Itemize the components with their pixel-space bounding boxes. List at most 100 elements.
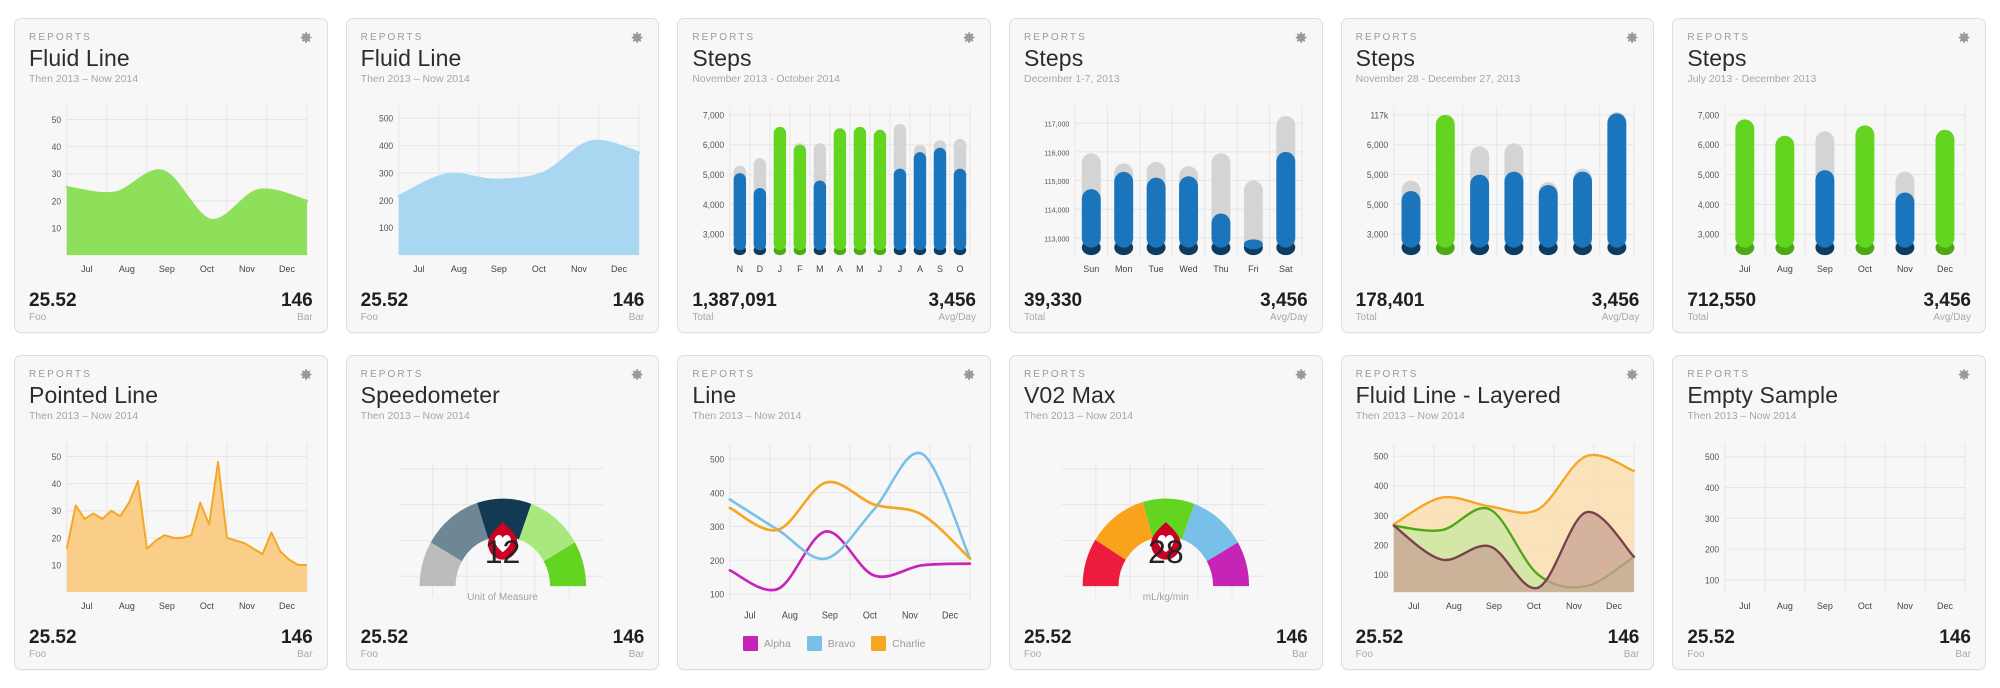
svg-text:400: 400 — [1705, 483, 1719, 493]
gear-icon[interactable] — [1624, 30, 1639, 45]
footer-label: Foo — [1355, 649, 1373, 660]
svg-text:300: 300 — [1705, 514, 1719, 524]
card-eyebrow: REPORTS — [1355, 32, 1419, 43]
svg-text:6,000: 6,000 — [703, 140, 724, 150]
footer-label: Foo — [1687, 649, 1705, 660]
report-card-steps-monthly-12[interactable]: REPORTS Steps November 2013 - October 2014… — [677, 18, 991, 333]
svg-text:100: 100 — [1705, 575, 1719, 585]
card-title: V02 Max — [1023, 382, 1116, 408]
card-subtitle: Then 2013 – Now 2014 — [1023, 410, 1134, 422]
report-card-pointed-line[interactable]: REPORTS Pointed Line Then 2013 – Now 2014 1… — [14, 355, 328, 670]
card-subtitle: Then 2013 – Now 2014 — [1687, 410, 1797, 422]
card-title: Steps — [1355, 45, 1415, 71]
card-header: REPORTS Steps November 28 - December 27, 2… — [1356, 31, 1640, 86]
footer-label: Bar — [297, 649, 313, 660]
gear-icon[interactable] — [629, 30, 644, 45]
footer-value: 25.52 — [360, 290, 409, 311]
chart-plot-area: 100 200 300 400 500 Jul Aug Sep Oct Nov Dec — [1356, 429, 1640, 618]
gear-icon[interactable] — [961, 367, 976, 382]
svg-text:J: J — [878, 264, 882, 274]
svg-text:A: A — [837, 264, 844, 274]
gauge-value: 28 — [1148, 533, 1184, 570]
legend-item-charlie[interactable]: Charlie — [871, 636, 925, 651]
svg-text:Nov: Nov — [571, 264, 587, 274]
report-card-fluid-line-layered[interactable]: REPORTS Fluid Line - Layered Then 2013 – N… — [1340, 355, 1655, 670]
svg-text:M: M — [816, 264, 823, 274]
card-header: REPORTS Steps July 2013 - December 2013 — [1687, 31, 1971, 86]
svg-text:Aug: Aug — [1777, 601, 1793, 611]
gear-icon[interactable] — [298, 30, 313, 45]
svg-text:5,000: 5,000 — [703, 170, 724, 180]
card-header: REPORTS Steps November 2013 - October 2014 — [692, 31, 976, 86]
report-card-fluid-line-blue[interactable]: REPORTS Fluid Line Then 2013 – Now 2014 100… — [345, 18, 660, 333]
svg-text:4,000: 4,000 — [1698, 200, 1719, 210]
gear-icon[interactable] — [961, 30, 976, 45]
card-subtitle: November 2013 - October 2014 — [692, 73, 840, 85]
gauge-value: 12 — [484, 533, 521, 570]
svg-text:Jul: Jul — [1408, 601, 1419, 611]
footer-metric-right: 146 Bar — [613, 627, 645, 661]
svg-text:40: 40 — [52, 142, 62, 152]
svg-text:117,000: 117,000 — [1044, 119, 1069, 128]
svg-text:115,000: 115,000 — [1044, 177, 1069, 186]
card-footer: 25.52 Foo 146 Bar — [29, 620, 313, 661]
footer-metric-left: 25.52 Foo — [1024, 627, 1072, 661]
footer-label: Avg/Day — [938, 312, 976, 323]
gear-icon[interactable] — [1956, 30, 1971, 45]
report-card-speedometer[interactable]: REPORTS Speedometer Then 2013 – Now 2014 12… — [345, 355, 660, 670]
report-card-line-multi[interactable]: REPORTS Line Then 2013 – Now 2014 100 200 300… — [677, 355, 991, 670]
svg-text:Jul: Jul — [413, 264, 424, 274]
svg-text:Thu: Thu — [1213, 264, 1228, 274]
gear-icon[interactable] — [1956, 367, 1971, 382]
card-subtitle: Then 2013 – Now 2014 — [1355, 410, 1465, 422]
report-card-steps-weekly[interactable]: REPORTS Steps December 1-7, 2013 113,000 114… — [1008, 18, 1323, 333]
report-card-vo2-max[interactable]: REPORTS V02 Max Then 2013 – Now 2014 28 mL/k… — [1008, 355, 1323, 670]
footer-value: 146 — [1607, 627, 1640, 648]
footer-value: 3,456 — [1923, 290, 1971, 311]
svg-text:116,000: 116,000 — [1044, 148, 1069, 157]
legend-item-alpha[interactable]: Alpha — [742, 636, 791, 651]
svg-text:Aug: Aug — [119, 601, 135, 611]
footer-metric-left: 25.52 Foo — [1687, 627, 1735, 661]
gear-icon[interactable] — [1624, 367, 1639, 382]
gear-icon[interactable] — [629, 367, 644, 382]
gear-icon[interactable] — [298, 367, 313, 382]
card-title: Empty Sample — [1687, 382, 1839, 408]
svg-text:Nov: Nov — [1897, 264, 1913, 274]
svg-text:200: 200 — [710, 555, 724, 565]
footer-metric-left: 25.52 Foo — [361, 290, 409, 324]
gear-icon[interactable] — [1293, 367, 1308, 382]
footer-label: Total — [1355, 312, 1377, 323]
card-title: Pointed Line — [29, 382, 159, 408]
footer-metric-right: 3,456 Avg/Day — [1923, 290, 1971, 324]
svg-text:117k: 117k — [1370, 110, 1388, 120]
footer-value: 146 — [612, 627, 645, 648]
card-eyebrow: REPORTS — [1023, 369, 1087, 380]
svg-text:100: 100 — [379, 223, 393, 233]
card-header: REPORTS Empty Sample Then 2013 – Now 2014 — [1687, 368, 1971, 423]
report-card-steps-monthly-7[interactable]: REPORTS Steps November 28 - December 27, 2… — [1340, 18, 1655, 333]
report-card-empty-sample[interactable]: REPORTS Empty Sample Then 2013 – Now 2014 1… — [1672, 355, 1986, 670]
footer-label: Foo — [29, 649, 47, 660]
footer-value: 3,456 — [928, 290, 976, 311]
card-header: REPORTS Steps December 1-7, 2013 — [1024, 31, 1308, 86]
card-header: REPORTS Fluid Line Then 2013 – Now 2014 — [29, 31, 313, 86]
svg-text:Sep: Sep — [491, 264, 507, 274]
svg-text:30: 30 — [52, 506, 62, 516]
footer-label: Bar — [297, 312, 313, 323]
footer-label: Bar — [628, 649, 645, 660]
svg-text:Nov: Nov — [239, 601, 255, 611]
footer-value: 146 — [1275, 627, 1308, 648]
svg-text:Oct: Oct — [1858, 264, 1872, 274]
report-card-fluid-line-green[interactable]: REPORTS Fluid Line Then 2013 – Now 2014 10 2… — [14, 18, 328, 333]
footer-value: 146 — [1939, 627, 1971, 648]
legend-item-bravo[interactable]: Bravo — [806, 636, 855, 651]
svg-text:113,000: 113,000 — [1044, 234, 1069, 243]
card-eyebrow: REPORTS — [692, 32, 756, 43]
card-title: Speedometer — [360, 382, 500, 408]
report-card-steps-half-year[interactable]: REPORTS Steps July 2013 - December 2013 3,0… — [1672, 18, 1986, 333]
svg-text:400: 400 — [710, 488, 724, 498]
svg-text:4,000: 4,000 — [703, 200, 724, 210]
gear-icon[interactable] — [1293, 30, 1308, 45]
card-footer: 25.52 Foo 146 Bar — [1356, 620, 1640, 661]
